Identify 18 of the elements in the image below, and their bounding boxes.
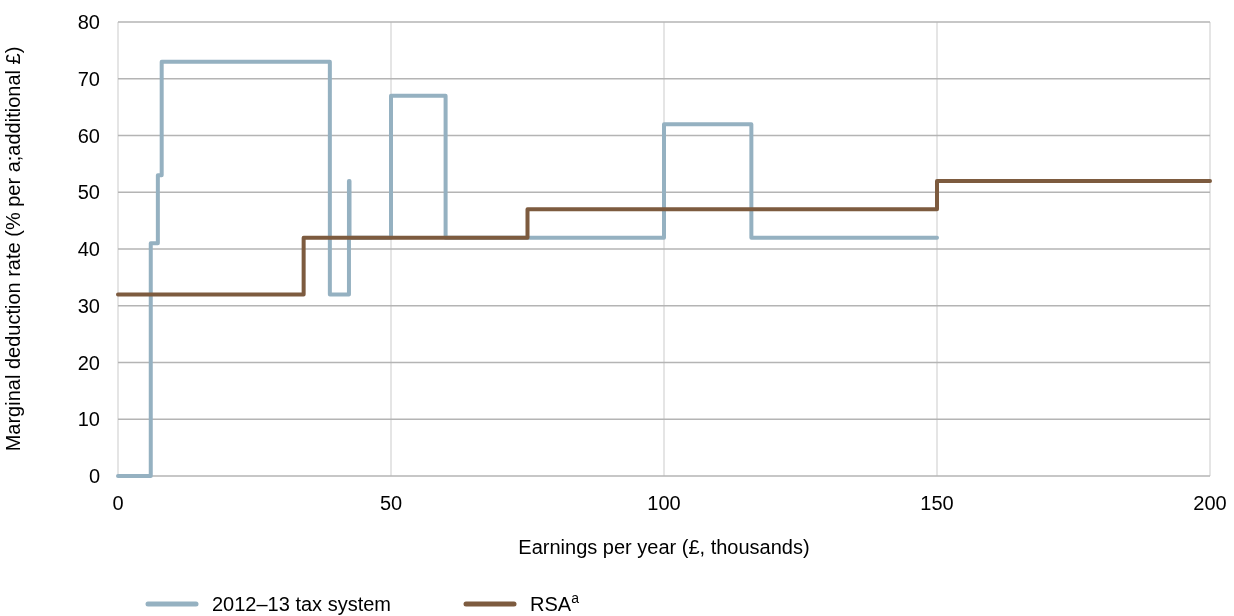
- legend-label: 2012–13 tax system: [212, 593, 391, 615]
- y-tick-label: 80: [77, 11, 100, 33]
- legend-label: RSA$^{a}$: [530, 590, 580, 615]
- y-tick-label: 70: [77, 67, 100, 90]
- x-tick-label: 150: [920, 492, 954, 514]
- x-axis-title: Earnings per year (£, thousands): [518, 536, 810, 558]
- y-tick-label: 40: [77, 238, 100, 260]
- y-tick-label: 30: [77, 294, 100, 317]
- x-tick-label: 200: [1193, 492, 1227, 514]
- y-tick-label: 60: [77, 124, 100, 147]
- x-tick-label: 0: [112, 492, 124, 514]
- y-tick-label: 10: [77, 408, 100, 431]
- y-tick-label: 50: [77, 181, 100, 204]
- y-tick-label: 20: [77, 351, 100, 374]
- x-tick-label: 100: [647, 492, 681, 514]
- x-tick-label: 50: [379, 492, 403, 514]
- y-tick-label: 0: [88, 465, 100, 487]
- y-axis-title: Marginal deduction rate (% per a;additional £): [2, 46, 24, 452]
